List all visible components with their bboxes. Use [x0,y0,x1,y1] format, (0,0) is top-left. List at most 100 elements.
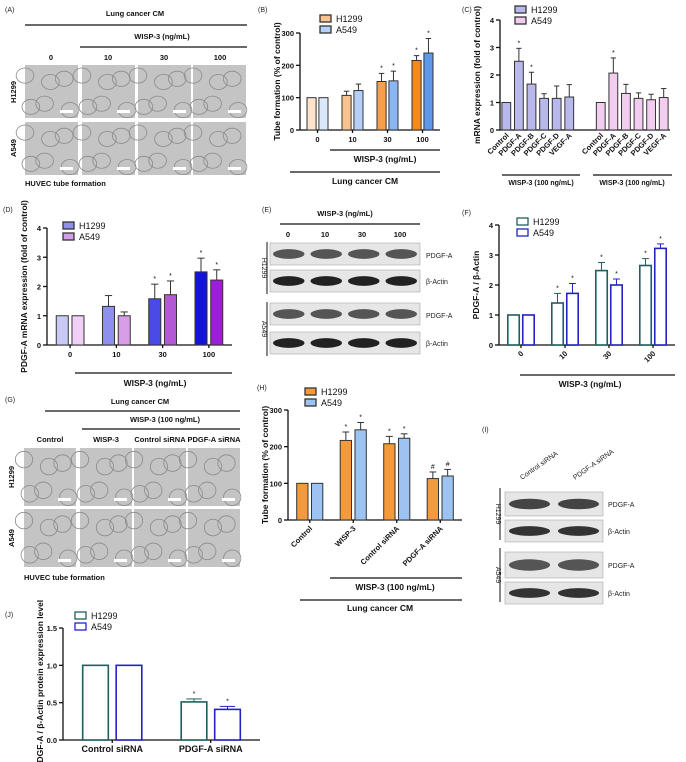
micrograph-image [14,448,78,506]
protein-band [310,276,342,286]
panel-tag: (B) [258,7,267,14]
bar-h1299 [306,97,317,131]
tube-structure [72,67,92,84]
protein-band [385,249,417,259]
row-label: A549 [260,321,267,337]
significance-marker: # [446,461,450,468]
western-blot-strip [269,242,421,266]
condition-label: Lung cancer CM [111,397,169,406]
y-tick-label: 4 [37,224,42,233]
bar-h1299 [341,94,352,131]
protein-band [508,588,551,598]
western-blot-strip [269,331,421,355]
col-label: Control siRNA [519,450,560,481]
tube-structure [34,542,53,561]
bar-a549 [310,482,324,521]
bar-h1299 [383,443,396,521]
y-tick-label: 3 [489,251,493,260]
row-label: A549 [7,529,16,547]
significance-marker: * [600,255,603,262]
bar-a549 [423,52,434,131]
y-tick-label: 0.5 [47,699,57,708]
micrograph-image [14,509,78,567]
tube-structure [163,454,182,472]
protein-band [508,559,551,571]
significance-marker: * [359,414,362,421]
group-label: WISP-3 (ng/mL) [559,379,622,389]
y-axis-label: PDGF-A / β-Actin protein expression leve… [35,600,45,762]
tube-structure [198,542,217,561]
bar-a549 [653,247,668,346]
col-label: 100 [214,53,227,62]
y-tick-label: 200 [281,61,294,70]
tube-structure [178,511,198,530]
x-tick-label: 0 [68,350,72,359]
legend-swatch [62,221,75,230]
y-axis-label: Tube formation (% of control) [272,22,282,141]
bar-a549 [354,429,367,521]
micrograph-image [128,122,193,176]
significance-marker: * [200,250,203,257]
micrograph-image [70,448,134,506]
bar-h1299 [564,96,575,131]
bar-a549 [521,314,536,346]
significance-marker: * [644,251,647,258]
tube-structure [59,488,78,506]
bar-h1299 [55,315,69,346]
tube-structure [203,457,223,476]
legend-label: A549 [533,228,554,238]
blot-background [269,331,421,355]
micrograph-image [15,65,80,119]
band-label: β-Actin [608,529,630,536]
scale-bar [228,110,241,113]
x-tick-label: Control siRNA [359,524,402,567]
tube-structure [223,488,242,506]
bar-a549 [213,708,242,741]
col-label: 30 [160,53,168,62]
significance-marker: * [215,262,218,269]
tube-structure [217,454,236,472]
y-tick-label: 4 [489,221,494,230]
scale-bar [60,167,73,170]
tube-structure [54,70,74,87]
protein-band [557,526,600,536]
tube-structure [169,488,188,506]
y-tick-label: 300 [281,29,294,38]
tube-structure [217,515,236,533]
col-label: 0 [286,230,290,239]
caption: HUVEC tube formation [24,573,105,582]
tube-structure [167,127,187,144]
y-tick-label: 1 [489,311,493,320]
tube-structure [144,542,163,561]
band-label: PDGF-A [608,563,635,570]
tube-structure [95,457,115,476]
tube-structure [124,450,144,469]
tube-structure [109,515,128,533]
x-tick-label: 0 [315,135,319,144]
legend-label: A549 [336,25,357,35]
micrograph-image [124,448,188,506]
tube-structure [72,124,92,141]
tube-structure [20,546,39,564]
x-tick-label: 10 [557,349,569,361]
tube-structure [90,481,109,500]
tube-structure [203,518,223,537]
row-label: H1299 [260,258,267,279]
group-label: Lung cancer CM [332,176,398,186]
tube-structure [130,485,149,503]
significance-marker: * [380,65,383,72]
tube-structure [115,549,134,567]
tube-structure [134,155,154,172]
legend-swatch [74,611,87,620]
scale-bar [58,559,71,562]
x-tick-label: Control siRNA [82,744,144,754]
x-tick-label: Control [289,524,314,549]
col-label: 100 [394,230,407,239]
bar-a549 [397,437,411,521]
x-tick-label: WISP-3 [333,524,358,549]
protein-band [508,498,551,510]
bar-a549 [318,97,329,131]
significance-marker: * [193,691,196,698]
protein-band [310,309,342,319]
